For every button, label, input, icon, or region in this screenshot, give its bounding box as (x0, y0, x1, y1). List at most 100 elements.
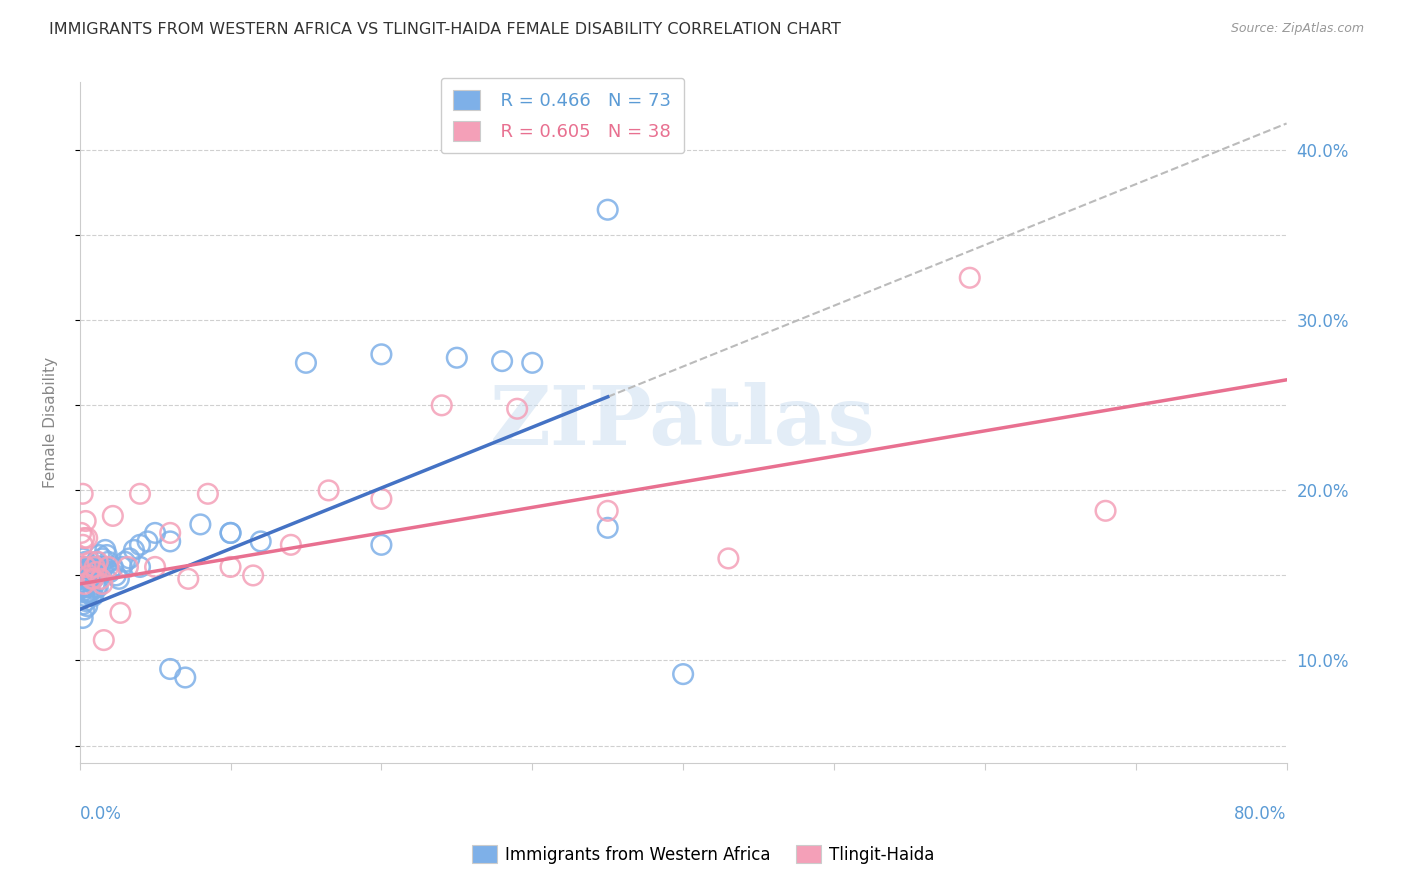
Point (93, 560, 115, 574)
Point (77, 572, 100, 586)
Point (82, 589, 104, 603)
Point (80, 572, 103, 586)
Point (82, 572, 104, 586)
Point (80, 560, 103, 574)
Point (70, 585, 93, 599)
Point (295, 356, 318, 370)
Text: 80.0%: 80.0% (1234, 805, 1286, 823)
Point (143, 525, 166, 540)
Point (159, 525, 181, 540)
Point (84, 580, 107, 594)
Point (717, 551, 740, 566)
Point (75, 560, 97, 574)
Point (91, 551, 114, 566)
Point (75, 514, 97, 528)
Point (80, 572, 103, 586)
Point (177, 572, 200, 586)
Point (596, 521, 619, 535)
Point (72, 538, 94, 552)
Text: Source: ZipAtlas.com: Source: ZipAtlas.com (1230, 22, 1364, 36)
Point (129, 487, 152, 501)
Point (110, 606, 132, 620)
Point (73, 589, 96, 603)
Text: IMMIGRANTS FROM WESTERN AFRICA VS TLINGIT-HAIDA FEMALE DISABILITY CORRELATION CH: IMMIGRANTS FROM WESTERN AFRICA VS TLINGI… (49, 22, 841, 37)
Point (72, 580, 94, 594)
Point (249, 534, 271, 549)
Point (129, 560, 152, 574)
Point (242, 568, 264, 582)
Point (72, 565, 94, 579)
Point (72, 487, 94, 501)
Point (370, 538, 392, 552)
Point (72, 611, 94, 625)
Point (370, 347, 392, 361)
Point (93, 633, 115, 648)
Point (1094, 504, 1116, 518)
Point (79, 572, 101, 586)
Point (76, 599, 98, 613)
Point (219, 525, 242, 540)
Point (75, 555, 97, 569)
Point (98, 565, 121, 579)
Point (114, 555, 136, 569)
Point (87, 560, 110, 574)
Y-axis label: Female Disability: Female Disability (44, 357, 58, 488)
Point (70, 525, 93, 540)
Point (596, 504, 619, 518)
Point (219, 560, 242, 574)
Point (72, 551, 94, 566)
Point (73, 572, 96, 586)
Point (76, 572, 98, 586)
Legend: Immigrants from Western Africa, Tlingit-Haida: Immigrants from Western Africa, Tlingit-… (465, 838, 941, 871)
Point (79, 555, 101, 569)
Point (75, 594, 97, 608)
Point (80, 589, 103, 603)
Point (188, 517, 211, 532)
Point (77, 560, 100, 574)
Point (90, 560, 112, 574)
Point (82, 572, 104, 586)
Point (159, 662, 181, 676)
Point (522, 356, 544, 370)
Point (83, 560, 105, 574)
Point (596, 202, 619, 217)
Point (672, 667, 695, 681)
Point (87, 580, 110, 594)
Point (101, 560, 124, 574)
Point (101, 508, 124, 523)
Point (87, 555, 110, 569)
Point (72, 598, 94, 612)
Point (136, 534, 159, 549)
Point (122, 543, 145, 558)
Point (491, 354, 513, 368)
Point (84, 565, 107, 579)
Point (97, 555, 120, 569)
Point (370, 491, 392, 506)
Point (75, 580, 97, 594)
Point (73, 531, 96, 545)
Point (96, 548, 118, 562)
Point (111, 560, 134, 574)
Point (73, 577, 96, 591)
Point (129, 538, 152, 552)
Point (84, 555, 107, 569)
Point (83, 560, 105, 574)
Point (73, 560, 96, 574)
Point (77, 585, 100, 599)
Point (94, 543, 117, 558)
Point (82, 560, 104, 574)
Point (506, 401, 529, 416)
Point (108, 572, 131, 586)
Point (70, 572, 93, 586)
Point (318, 483, 340, 498)
Point (959, 270, 981, 285)
Point (219, 525, 242, 540)
Point (76, 560, 98, 574)
Point (70, 560, 93, 574)
Point (446, 351, 468, 365)
Point (76, 585, 98, 599)
Point (77, 568, 100, 582)
Text: ZIPatlas: ZIPatlas (491, 383, 876, 462)
Point (104, 568, 127, 582)
Point (280, 538, 302, 552)
